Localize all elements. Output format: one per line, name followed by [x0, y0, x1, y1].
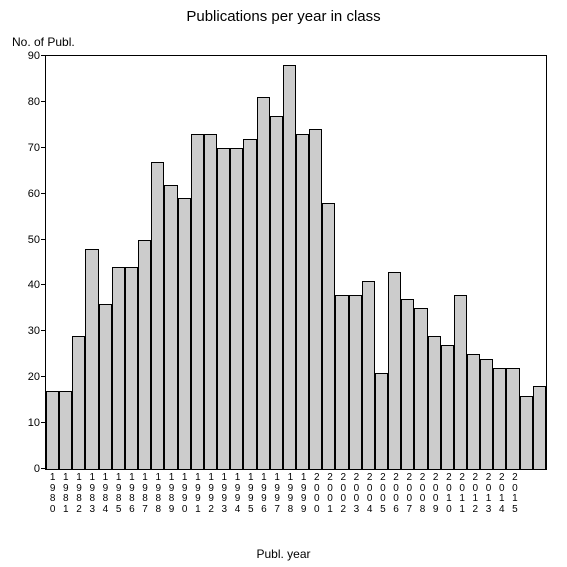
- x-tick-label: 2002: [337, 469, 350, 515]
- bar: [401, 299, 414, 469]
- bar: [296, 134, 309, 469]
- x-tick-label: 2010: [442, 469, 455, 515]
- bar: [125, 267, 138, 469]
- bar: [151, 162, 164, 469]
- y-tick-mark: [41, 376, 46, 377]
- bar: [72, 336, 85, 469]
- x-tick-label: 1987: [138, 469, 151, 515]
- bar: [428, 336, 441, 469]
- x-tick-label: 2005: [376, 469, 389, 515]
- x-tick-label: 2007: [403, 469, 416, 515]
- bar: [349, 295, 362, 469]
- y-tick-mark: [41, 101, 46, 102]
- publications-chart: Publications per year in class No. of Pu…: [0, 0, 567, 567]
- x-tick-label: 1998: [284, 469, 297, 515]
- bar: [441, 345, 454, 469]
- y-tick-label: 10: [28, 417, 46, 429]
- y-tick-mark: [41, 422, 46, 423]
- y-tick-mark: [41, 239, 46, 240]
- x-tick-label: 1985: [112, 469, 125, 515]
- bar: [191, 134, 204, 469]
- y-tick-label: 90: [28, 50, 46, 62]
- bar: [112, 267, 125, 469]
- bar: [85, 249, 98, 469]
- bar: [99, 304, 112, 469]
- bar: [59, 391, 72, 469]
- bar: [178, 198, 191, 469]
- bar: [520, 396, 533, 469]
- bar: [230, 148, 243, 469]
- y-tick-label: 20: [28, 371, 46, 383]
- bar: [204, 134, 217, 469]
- x-tick-label: 2006: [389, 469, 402, 515]
- x-tick-label: 1989: [165, 469, 178, 515]
- x-tick-label: 2003: [350, 469, 363, 515]
- x-tick-label: 1991: [191, 469, 204, 515]
- x-tick-label: 2014: [495, 469, 508, 515]
- y-tick-label: 30: [28, 325, 46, 337]
- y-tick-mark: [41, 55, 46, 56]
- x-tick-label: 2001: [323, 469, 336, 515]
- x-tick-label: 1988: [152, 469, 165, 515]
- x-tick-label: 2013: [482, 469, 495, 515]
- x-tick-label: 1994: [231, 469, 244, 515]
- y-tick-mark: [41, 284, 46, 285]
- x-tick-label: 2009: [429, 469, 442, 515]
- bar: [467, 354, 480, 469]
- x-tick-label: 2008: [416, 469, 429, 515]
- x-tick-label: 1981: [59, 469, 72, 515]
- x-tick-label: 2015: [508, 469, 521, 515]
- bar: [322, 203, 335, 469]
- y-tick-label: 80: [28, 96, 46, 108]
- bar: [283, 65, 296, 469]
- x-tick-label: 1990: [178, 469, 191, 515]
- y-tick-label: 70: [28, 142, 46, 154]
- x-tick-label: 1986: [125, 469, 138, 515]
- bar: [257, 97, 270, 469]
- x-tick-label: 2000: [310, 469, 323, 515]
- y-tick-mark: [41, 193, 46, 194]
- chart-title: Publications per year in class: [0, 8, 567, 25]
- bar: [217, 148, 230, 469]
- bars-group: [46, 56, 546, 469]
- bar: [362, 281, 375, 469]
- bar: [388, 272, 401, 469]
- y-tick-label: 40: [28, 279, 46, 291]
- x-tick-label: 1983: [86, 469, 99, 515]
- bar: [414, 308, 427, 469]
- x-tick-label: 1992: [205, 469, 218, 515]
- x-tick-label: 1995: [244, 469, 257, 515]
- bar: [533, 386, 546, 469]
- x-tick-label: 2004: [363, 469, 376, 515]
- bar: [454, 295, 467, 469]
- bar: [335, 295, 348, 469]
- y-axis-label: No. of Publ.: [12, 35, 75, 49]
- x-tick-label: 2012: [469, 469, 482, 515]
- bar: [46, 391, 59, 469]
- bar: [164, 185, 177, 470]
- bar: [493, 368, 506, 469]
- bar: [506, 368, 519, 469]
- y-tick-label: 0: [34, 463, 46, 475]
- x-tick-label: 1999: [297, 469, 310, 515]
- x-tick-label: 1997: [271, 469, 284, 515]
- plot-area: 0102030405060708090198019811982198319841…: [45, 55, 547, 470]
- x-tick-label: 2011: [456, 469, 469, 515]
- y-tick-label: 50: [28, 234, 46, 246]
- x-tick-label: 1996: [257, 469, 270, 515]
- x-tick-label: 1980: [46, 469, 59, 515]
- y-tick-label: 60: [28, 188, 46, 200]
- x-tick-label: 1982: [72, 469, 85, 515]
- x-tick-label: 1984: [99, 469, 112, 515]
- bar: [243, 139, 256, 469]
- bar: [480, 359, 493, 469]
- y-tick-mark: [41, 147, 46, 148]
- y-tick-mark: [41, 330, 46, 331]
- x-axis-label: Publ. year: [0, 547, 567, 561]
- x-tick-label: 1993: [218, 469, 231, 515]
- bar: [309, 129, 322, 469]
- bar: [375, 373, 388, 469]
- bar: [270, 116, 283, 469]
- bar: [138, 240, 151, 469]
